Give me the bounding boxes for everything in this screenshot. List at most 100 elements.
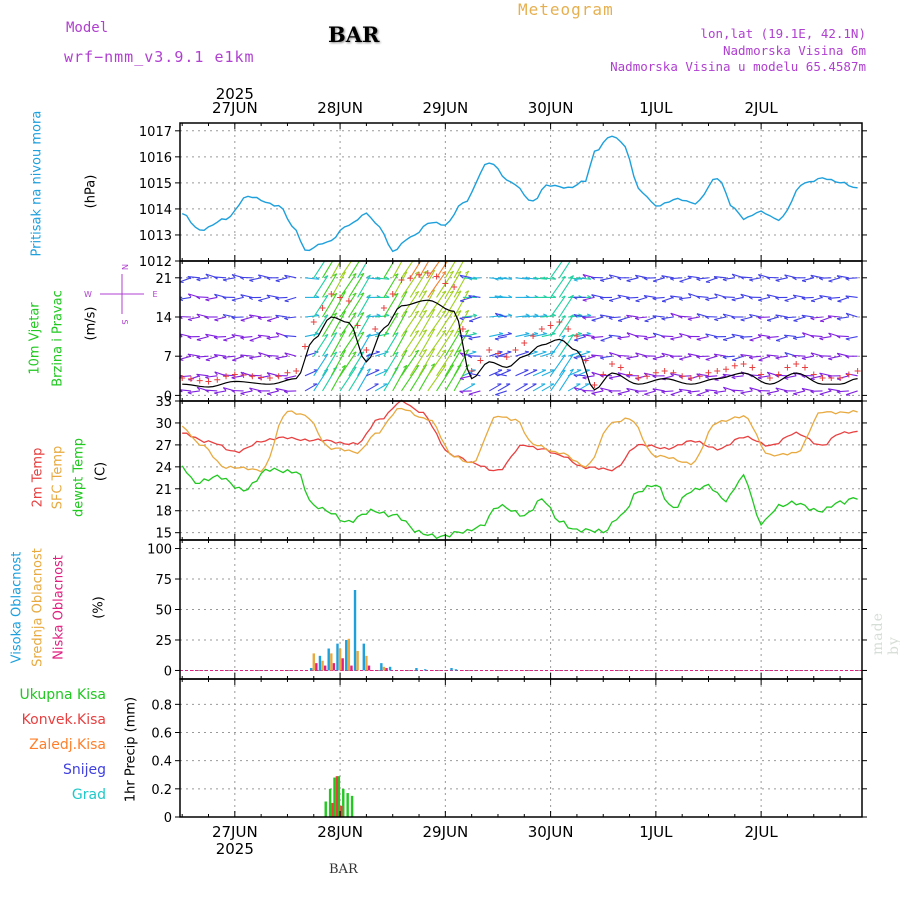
wind-arrow xyxy=(643,294,656,298)
wind-arrowhead xyxy=(836,352,841,357)
wind-arrow xyxy=(231,375,244,379)
wind-arrowhead xyxy=(442,290,447,294)
wind-arrowhead xyxy=(223,339,228,342)
wind-gust-marker xyxy=(503,354,510,361)
wind-arrow xyxy=(240,336,253,339)
wind-arrow xyxy=(608,316,621,319)
wind-gust-marker xyxy=(372,326,379,333)
wind-gust-marker xyxy=(530,333,537,340)
wind-arrow xyxy=(488,383,502,392)
wind-arrow xyxy=(731,389,744,392)
wind-arrowhead xyxy=(170,296,173,298)
wind-arrowhead xyxy=(731,376,736,380)
wind-arrowhead xyxy=(449,290,454,294)
wind-arrowhead xyxy=(460,300,465,303)
wind-arrowhead xyxy=(792,354,797,358)
wind-arrow xyxy=(635,274,648,279)
wind-arrow xyxy=(846,312,858,318)
cloud-bar xyxy=(450,668,453,671)
wind-arrowhead xyxy=(415,252,419,254)
wind-arrowhead xyxy=(783,390,788,394)
wind-arrows xyxy=(170,252,858,397)
wind-arrow xyxy=(819,372,832,377)
wind-arrow xyxy=(462,314,477,318)
wind-arrowhead xyxy=(845,338,850,341)
wind-arrowhead xyxy=(704,316,709,320)
wind-arrowhead xyxy=(810,335,815,339)
wind-arrow xyxy=(524,314,539,318)
wind-arrowhead xyxy=(360,312,365,315)
wind-arrowhead xyxy=(776,339,781,342)
wind-arrow xyxy=(532,351,547,357)
wind-arrowhead xyxy=(266,354,271,358)
wind-arrowhead xyxy=(810,352,815,357)
wind-arrowhead xyxy=(635,300,640,303)
wind-arrowhead xyxy=(661,335,666,339)
ytick-label: 33 xyxy=(155,395,172,410)
wind-arrow xyxy=(573,374,586,377)
wind-arrowhead xyxy=(618,320,623,322)
wind-arrow xyxy=(845,295,858,298)
wind-arrowhead xyxy=(464,349,469,353)
wind-arrow xyxy=(696,336,709,340)
wind-arrowhead xyxy=(634,274,639,279)
wind-arrow xyxy=(205,375,218,378)
wind-arrow xyxy=(810,375,823,380)
wind-arrow xyxy=(617,336,630,339)
ytick-label: 0.4 xyxy=(151,755,172,770)
wind-arrowhead xyxy=(661,352,666,357)
wind-arrowhead xyxy=(275,388,280,392)
top-date-label: 27JUN xyxy=(212,99,258,117)
wind-arrow xyxy=(488,369,503,377)
wind-gust-marker xyxy=(223,373,230,380)
wind-arrow xyxy=(401,271,420,298)
wind-gust-marker xyxy=(687,375,694,382)
wind-arrowhead xyxy=(187,293,192,298)
wind-arrow xyxy=(784,316,797,319)
wind-arrowhead xyxy=(758,299,763,302)
wind-gust-marker xyxy=(468,368,475,375)
wind-arrowhead xyxy=(457,310,462,314)
wind-arrow xyxy=(533,277,548,280)
wind-arrowhead xyxy=(801,388,806,392)
wind-arrowhead xyxy=(266,277,271,281)
wind-arrowhead xyxy=(284,317,289,321)
wind-gust-marker xyxy=(749,364,756,371)
wind-arrow xyxy=(366,369,380,377)
wind-arrowhead xyxy=(284,300,289,303)
wind-arrow xyxy=(453,329,470,357)
wind-arrow xyxy=(275,296,288,299)
wind-arrowhead xyxy=(828,280,833,283)
precip-bar xyxy=(340,805,343,817)
wind-arrow xyxy=(679,277,692,283)
ytick-label: 27 xyxy=(155,439,172,454)
wind-arrow xyxy=(418,348,436,377)
wind-arrowhead xyxy=(431,363,436,367)
wind-arrowhead xyxy=(696,295,701,300)
wind-arrowhead xyxy=(757,316,762,320)
wind-arrow xyxy=(266,390,279,395)
wind-arrow xyxy=(187,353,200,357)
wind-arrow xyxy=(541,277,556,280)
wind-arrow xyxy=(375,314,390,318)
cloud-bar xyxy=(362,643,365,671)
wind-arrow xyxy=(427,310,447,337)
cloud-bar xyxy=(356,650,359,671)
wind-arrowhead xyxy=(561,354,566,358)
wind-arrow xyxy=(401,310,420,337)
wind-arrowhead xyxy=(687,335,692,339)
wind-arrow xyxy=(468,294,481,298)
wind-gust-marker xyxy=(521,340,528,347)
wind-arrow xyxy=(222,313,235,318)
wind-arrowhead xyxy=(352,351,357,355)
wind-arrowhead xyxy=(551,350,556,353)
wind-arrow xyxy=(705,277,718,283)
wind-arrow xyxy=(626,355,639,359)
wind-arrow xyxy=(801,314,814,318)
wind-arrowhead xyxy=(222,356,227,360)
wind-gust-marker xyxy=(644,373,651,380)
wind-arrowhead xyxy=(697,394,702,397)
wind-arrow xyxy=(635,335,648,338)
wind-arrow xyxy=(357,314,371,337)
wind-arrow xyxy=(322,293,338,318)
